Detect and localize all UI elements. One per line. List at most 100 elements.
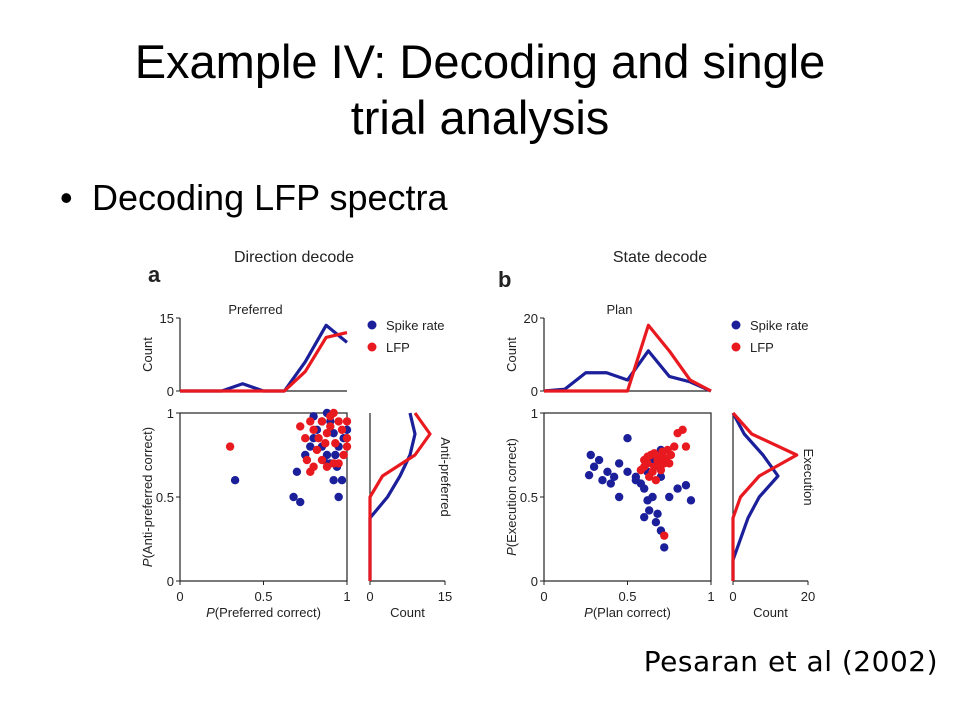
- citation: Pesaran et al (2002): [643, 645, 938, 678]
- spike-rate-point: [645, 506, 654, 515]
- right-hist-x-tick-label: 0: [729, 589, 736, 604]
- spike-rate-point: [614, 459, 624, 468]
- top-hist-y-tick-label: 0: [167, 384, 174, 399]
- right-hist-x-tick-label: 15: [438, 589, 452, 604]
- panel-letter: a: [148, 262, 161, 287]
- lfp-point: [342, 417, 352, 426]
- lfp-top-hist-line: [544, 323, 712, 393]
- spike-rate-point: [653, 509, 662, 518]
- spike-rate-point: [598, 476, 607, 485]
- lfp-point: [317, 417, 327, 426]
- spike-rate-point: [686, 496, 696, 505]
- spike-rate-point: [631, 476, 641, 485]
- lfp-point: [314, 434, 323, 443]
- right-hist-label: Anti-preferred: [438, 437, 453, 516]
- lfp-point: [660, 531, 669, 540]
- lfp-point: [636, 465, 646, 475]
- lfp-point: [658, 447, 667, 456]
- scatter-x-tick-label: 0.5: [254, 589, 272, 604]
- scatter-x-tick-label: 1: [343, 589, 350, 604]
- spike-rate-point: [606, 479, 615, 488]
- lfp-point: [296, 422, 305, 431]
- right-hist-x-tick-label: 0: [366, 589, 373, 604]
- scatter-x-tick-label: 0: [176, 589, 183, 604]
- spike-rate-point: [660, 543, 669, 552]
- legend-marker: [731, 320, 741, 330]
- lfp-point: [312, 445, 322, 455]
- lfp-point: [322, 428, 332, 438]
- legend-label: Spike rate: [750, 318, 809, 333]
- spike-rate-point: [673, 484, 682, 493]
- scatter-y-axis-label: P(Execution correct): [504, 438, 519, 556]
- lfp-point: [309, 425, 318, 434]
- spike-rate-point: [623, 467, 632, 476]
- lfp-point: [322, 462, 332, 471]
- slide-title-line-1: Example IV: Decoding and single: [134, 35, 826, 88]
- spike-rate-point: [584, 470, 594, 480]
- right-hist-label: Execution: [801, 448, 816, 505]
- lfp-point: [342, 442, 352, 451]
- top-hist-y-tick-label: 15: [160, 311, 174, 326]
- panel-letter: b: [498, 267, 511, 292]
- spike-rate-point: [334, 492, 343, 502]
- spike-rate-point: [589, 462, 599, 471]
- scatter-x-tick-label: 1: [707, 589, 714, 604]
- spike-rate-point: [651, 518, 661, 527]
- legend-marker: [367, 320, 377, 330]
- lfp-point: [326, 422, 335, 431]
- lfp-point: [651, 476, 661, 485]
- spike-rate-point: [329, 428, 338, 438]
- lfp-point: [665, 459, 674, 468]
- lfp-point: [681, 442, 691, 451]
- scatter-x-tick-label: 0.5: [618, 589, 636, 604]
- legend-label: LFP: [386, 340, 410, 355]
- lfp-right-hist-line: [368, 412, 432, 581]
- legend-marker: [367, 342, 377, 352]
- lfp-point: [334, 417, 343, 426]
- spike-rate-point: [640, 512, 649, 522]
- scatter-y-tick-label: 0: [167, 574, 174, 589]
- spike-rate-point: [230, 476, 240, 485]
- spike-rate-point: [296, 497, 305, 507]
- top-hist-y-axis-label: Count: [140, 337, 155, 372]
- legend-marker: [731, 342, 741, 352]
- scatter-y-tick-label: 0.5: [520, 490, 538, 505]
- scatter-y-tick-label: 1: [531, 406, 538, 421]
- lfp-point: [678, 425, 687, 434]
- lfp-point: [337, 425, 347, 434]
- lfp-point: [321, 439, 330, 448]
- spike-rate-point: [640, 484, 649, 493]
- top-hist-y-axis-label: Count: [504, 337, 519, 372]
- lfp-point: [317, 455, 327, 465]
- lfp-point: [326, 412, 335, 421]
- spike-rate-point: [329, 476, 338, 485]
- slide-title: Example IV: Decoding and single trial an…: [0, 34, 960, 146]
- panel-title: State decode: [613, 249, 707, 266]
- bullet-text: Decoding LFP spectra: [92, 177, 448, 218]
- lfp-point: [225, 442, 235, 451]
- top-hist-y-tick-label: 0: [531, 384, 538, 399]
- spike-rate-point: [665, 492, 674, 502]
- top-hist-label: Preferred: [228, 302, 282, 317]
- lfp-point: [342, 434, 352, 443]
- scatter-x-tick-label: 0: [540, 589, 547, 604]
- spike-rate-point: [681, 481, 691, 490]
- spike-rate-point: [292, 467, 302, 476]
- spike-rate-point: [648, 492, 657, 502]
- lfp-point: [306, 417, 315, 426]
- spike-rate-point: [306, 442, 315, 451]
- legend-label: Spike rate: [386, 318, 445, 333]
- spike-rate-point: [586, 450, 595, 460]
- lfp-top-hist-line: [180, 331, 348, 393]
- bullet-item: • Decoding LFP spectra: [60, 176, 448, 220]
- legend-label: LFP: [750, 340, 774, 355]
- spike-rate-point: [594, 455, 604, 465]
- scatter-y-tick-label: 0: [531, 574, 538, 589]
- lfp-point: [339, 450, 348, 460]
- lfp-point: [331, 439, 340, 448]
- lfp-point: [650, 449, 659, 458]
- scatter-x-axis-label: P(Preferred correct): [206, 605, 321, 620]
